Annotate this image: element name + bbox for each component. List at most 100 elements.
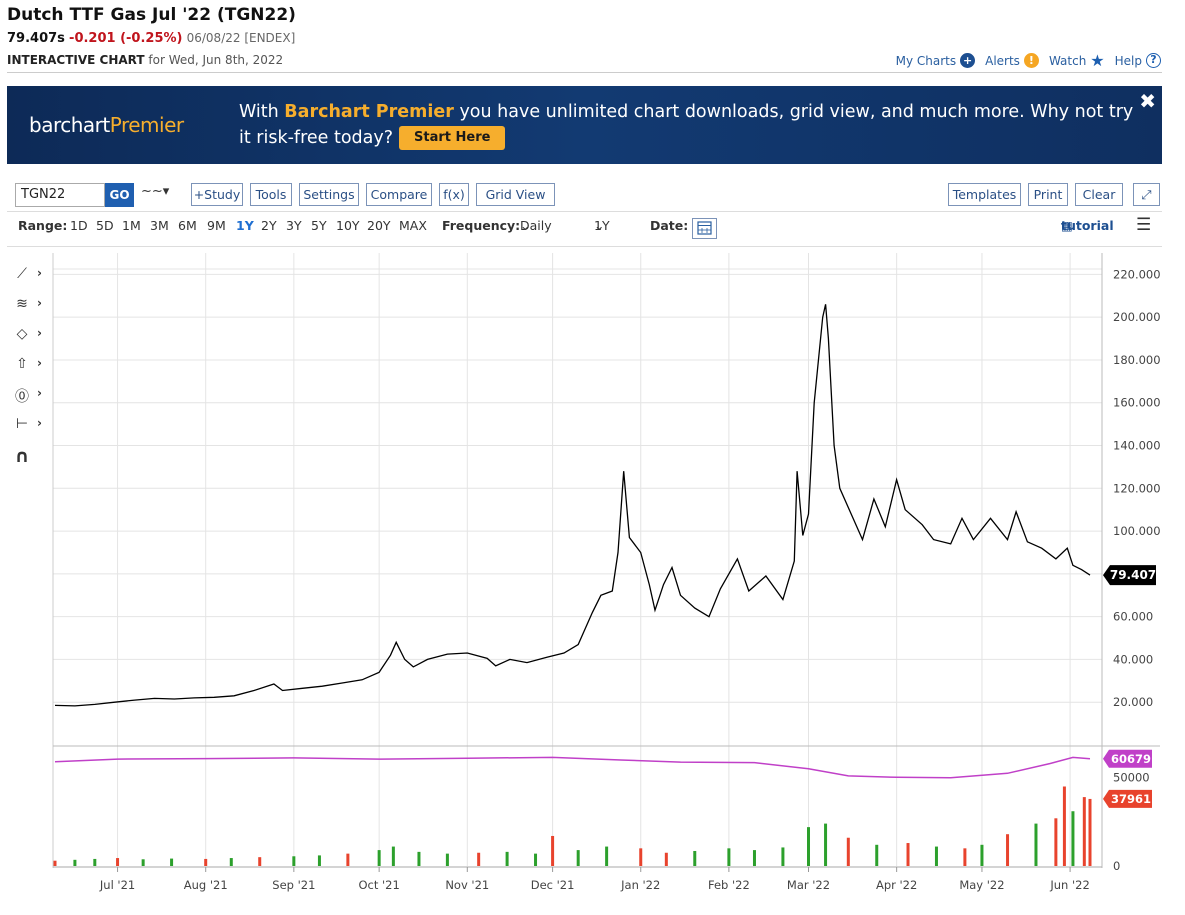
chevron-down-icon: ⌄: [520, 218, 531, 233]
x-tick-label: Oct '21: [358, 878, 399, 892]
axes-group: 20.00040.00060.00080.000100.000120.00014…: [52, 253, 1161, 892]
range-2y[interactable]: 2Y: [261, 218, 277, 233]
volume-bar: [116, 858, 120, 866]
volume-bar: [477, 852, 481, 866]
watch-label: Watch: [1048, 53, 1087, 68]
range-9m[interactable]: 9M: [207, 218, 226, 233]
x-tick-label: Nov '21: [445, 878, 489, 892]
range-max[interactable]: MAX: [399, 218, 427, 233]
volume-bar: [824, 823, 828, 866]
x-tick-label: Apr '22: [876, 878, 917, 892]
chevron-down-icon: ⌄: [594, 218, 605, 233]
quote-line: 79.407s -0.201 (-0.25%) 06/08/22 [ENDEX]: [7, 31, 295, 46]
y-tick-label: 60.000: [1113, 610, 1153, 624]
range-6m[interactable]: 6M: [178, 218, 197, 233]
chart-type-dropdown[interactable]: ~~▾: [141, 184, 170, 199]
volume-label: 37961: [1111, 792, 1151, 806]
volume-bar: [727, 848, 731, 866]
print-button[interactable]: Print: [1028, 183, 1068, 206]
volume-bar: [934, 846, 938, 866]
volume-bar: [576, 850, 580, 866]
range-10y[interactable]: 10Y: [336, 218, 360, 233]
close-banner-icon[interactable]: ✖: [1139, 89, 1156, 113]
trendline-tool[interactable]: ⟋ ›: [10, 266, 50, 288]
volume-bar: [781, 847, 785, 866]
clear-button[interactable]: Clear: [1075, 183, 1123, 206]
volume-bar: [346, 853, 350, 866]
volume-bar: [963, 848, 967, 866]
magnet-tool[interactable]: ∩: [10, 446, 50, 468]
start-here-button[interactable]: Start Here: [399, 126, 506, 150]
volume-bar: [53, 860, 57, 866]
volume-bar: [1071, 811, 1075, 866]
settings-button[interactable]: Settings: [299, 183, 359, 206]
volume-bar: [551, 835, 555, 866]
chart-label: INTERACTIVE CHART: [7, 53, 145, 67]
grid-view-button[interactable]: Grid View: [476, 183, 555, 206]
volume-bar: [605, 846, 609, 866]
y-tick-label: 120.000: [1113, 481, 1161, 495]
y-tick-label: 180.000: [1113, 353, 1161, 367]
open-interest-line: [54, 756, 1091, 779]
shape-tool[interactable]: ◇ ›: [10, 326, 50, 348]
templates-button[interactable]: Templates: [948, 183, 1021, 206]
range-1m[interactable]: 1M: [122, 218, 141, 233]
volume-bar: [1082, 797, 1086, 866]
x-tick-label: Aug '21: [184, 878, 228, 892]
period-value: 1Y: [594, 218, 610, 233]
y-tick-label: 100.000: [1113, 524, 1161, 538]
range-20y[interactable]: 20Y: [367, 218, 391, 233]
function-button[interactable]: f(x): [439, 183, 469, 206]
shape-icon: ◇: [16, 326, 28, 342]
watch-link[interactable]: Watch ★: [1049, 51, 1105, 70]
arrow-up-icon: ⇧: [16, 356, 28, 372]
my-charts-link[interactable]: My Charts +: [896, 53, 976, 68]
chevron-right-icon: ›: [37, 266, 42, 280]
alerts-link[interactable]: Alerts!: [985, 53, 1039, 68]
range-1d[interactable]: 1D: [70, 218, 88, 233]
film-icon: ▦: [1061, 218, 1073, 233]
range-5d[interactable]: 5D: [96, 218, 114, 233]
range-5y[interactable]: 5Y: [311, 218, 327, 233]
chevron-right-icon: ›: [37, 296, 42, 310]
volume-bar: [417, 851, 421, 866]
chevron-right-icon: ›: [37, 356, 42, 370]
expand-icon[interactable]: ⤢: [1133, 183, 1160, 206]
x-tick-label: Dec '21: [531, 878, 575, 892]
x-tick-label: Jan '22: [620, 878, 660, 892]
y-tick-label: 160.000: [1113, 396, 1161, 410]
text-tool[interactable]: ⓪ ›: [10, 386, 50, 408]
x-tick-label: May '22: [959, 878, 1004, 892]
alert-icon: !: [1023, 53, 1039, 68]
symbol-input[interactable]: TGN22: [15, 183, 105, 207]
range-3y[interactable]: 3Y: [286, 218, 302, 233]
chart-subtitle: INTERACTIVE CHART for Wed, Jun 8th, 2022: [7, 53, 283, 67]
go-button[interactable]: GO: [105, 183, 134, 207]
study-button[interactable]: +Study: [191, 183, 243, 206]
last-price: 79.407s: [7, 31, 65, 46]
magnet-icon: ∩: [14, 446, 30, 467]
arrow-tool[interactable]: ⇧ ›: [10, 356, 50, 378]
question-icon: ?: [1146, 53, 1161, 68]
volume-bar: [317, 855, 321, 866]
compare-button[interactable]: Compare: [366, 183, 432, 206]
chevron-right-icon: ›: [37, 416, 42, 430]
x-tick-label: Jun '22: [1049, 878, 1089, 892]
help-link[interactable]: Help?: [1115, 53, 1161, 68]
range-3m[interactable]: 3M: [150, 218, 169, 233]
star-icon: ★: [1090, 51, 1105, 70]
volume-bar: [752, 850, 756, 866]
tools-button[interactable]: Tools: [250, 183, 292, 206]
fibonacci-tool[interactable]: ≋ ›: [10, 296, 50, 318]
trendline-icon: ⟋: [17, 266, 27, 282]
plus-circle-icon: +: [960, 53, 976, 68]
range-1y[interactable]: 1Y: [236, 218, 254, 233]
frequency-label: Frequency:: [442, 218, 521, 233]
measure-tool[interactable]: ⊢ ›: [10, 416, 50, 438]
volume-bar: [229, 858, 233, 866]
measure-icon: ⊢: [15, 416, 29, 432]
hamburger-menu-icon[interactable]: ☰: [1136, 215, 1152, 235]
calendar-icon[interactable]: [692, 218, 717, 239]
volume-bar: [391, 846, 395, 866]
